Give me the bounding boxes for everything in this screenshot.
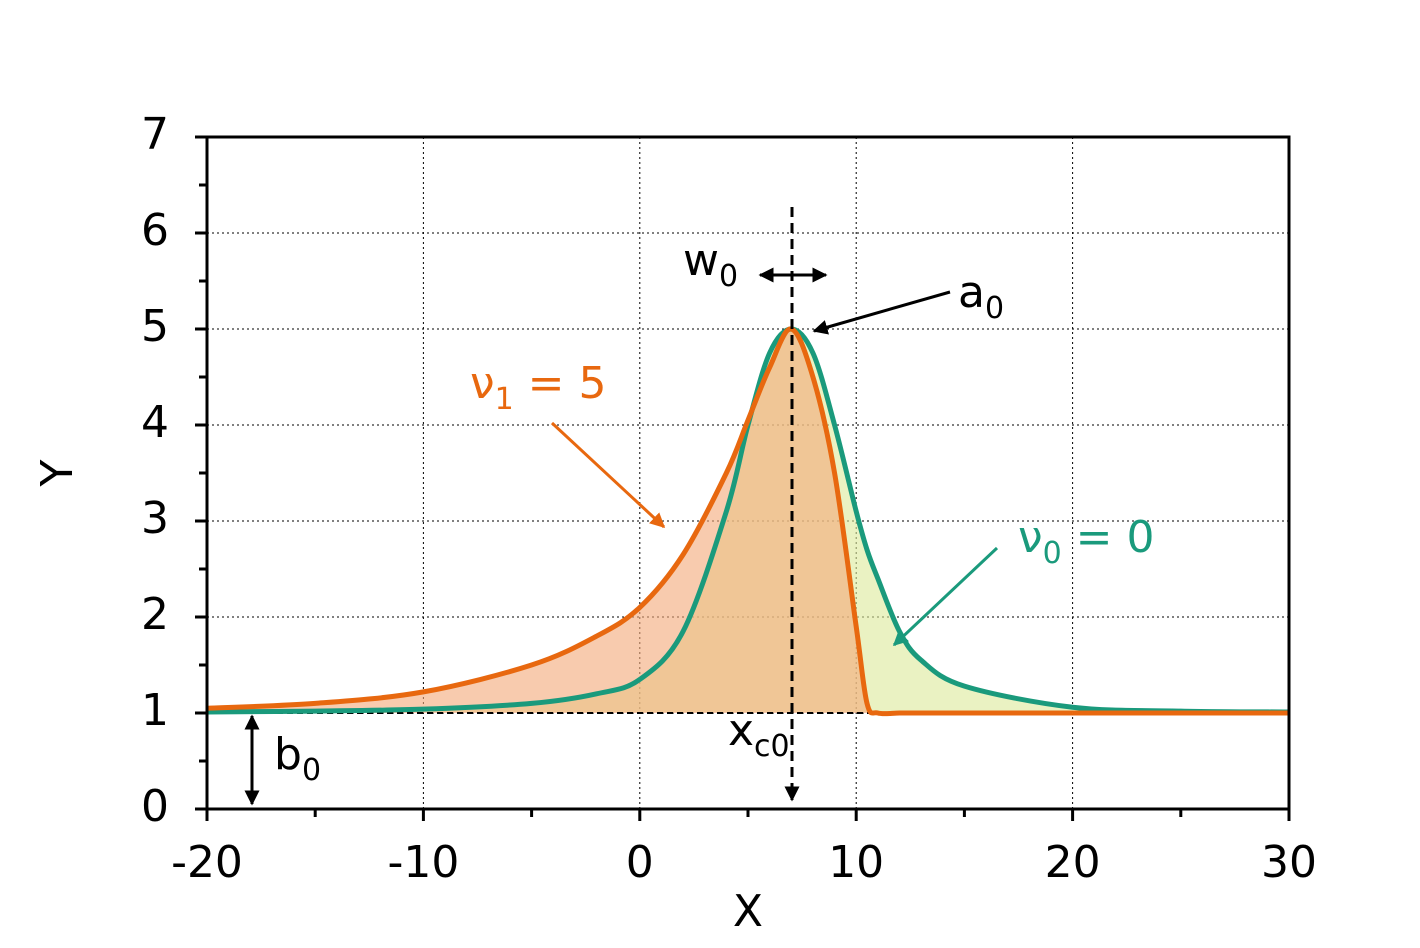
x-tick-label: 10 xyxy=(828,837,884,888)
x-tick-label: 0 xyxy=(626,837,654,888)
nu1-arrow xyxy=(550,421,666,529)
amplitude-arrow xyxy=(812,290,951,335)
y-axis-label: Y xyxy=(32,459,83,487)
nu1-label-rest: = 5 xyxy=(514,358,607,409)
a0-label-sub: 0 xyxy=(985,291,1004,326)
y-tick-label: 7 xyxy=(141,109,169,160)
y-tick-label: 0 xyxy=(141,781,169,832)
y-tick-label: 3 xyxy=(141,493,169,544)
nu0-arrow xyxy=(892,546,999,647)
xc0-label-main: x xyxy=(728,705,754,756)
w0-label-main: w xyxy=(683,235,719,286)
y-tick-label: 6 xyxy=(141,205,169,256)
area xyxy=(207,328,1289,714)
x-axis-label: X xyxy=(733,886,763,937)
w0-label: w0 xyxy=(683,235,738,294)
line xyxy=(206,326,1289,717)
a0-label: a0 xyxy=(958,267,1004,326)
x-tick-label: -20 xyxy=(171,837,243,888)
w0-label-sub: 0 xyxy=(719,259,738,294)
x-tick-label: 30 xyxy=(1261,837,1317,888)
nu0-label: ν0 = 0 xyxy=(1018,512,1155,571)
nu0-label-sub: 0 xyxy=(1043,536,1062,571)
y-tick-label: 2 xyxy=(141,589,169,640)
b0-label-sub: 0 xyxy=(302,753,321,788)
nu1-label: ν1 = 5 xyxy=(470,358,607,417)
x-tick-label: 20 xyxy=(1045,837,1101,888)
nu0-label-main: ν xyxy=(1018,512,1043,563)
y-tick-label: 1 xyxy=(141,685,169,736)
nu1-label-main: ν xyxy=(470,358,495,409)
xc0-label: xc0 xyxy=(728,705,790,764)
x-tick-label: -10 xyxy=(387,837,459,888)
a0-label-main: a xyxy=(958,267,985,318)
y-tick-label: 5 xyxy=(141,301,169,352)
b0-label: b0 xyxy=(274,729,321,788)
xc0-label-sub: c0 xyxy=(754,729,790,764)
y-tick-label: 4 xyxy=(141,397,169,448)
nu1-label-sub: 1 xyxy=(495,382,514,417)
b0-label-main: b xyxy=(274,729,302,780)
nu0-label-rest: = 0 xyxy=(1062,512,1155,563)
